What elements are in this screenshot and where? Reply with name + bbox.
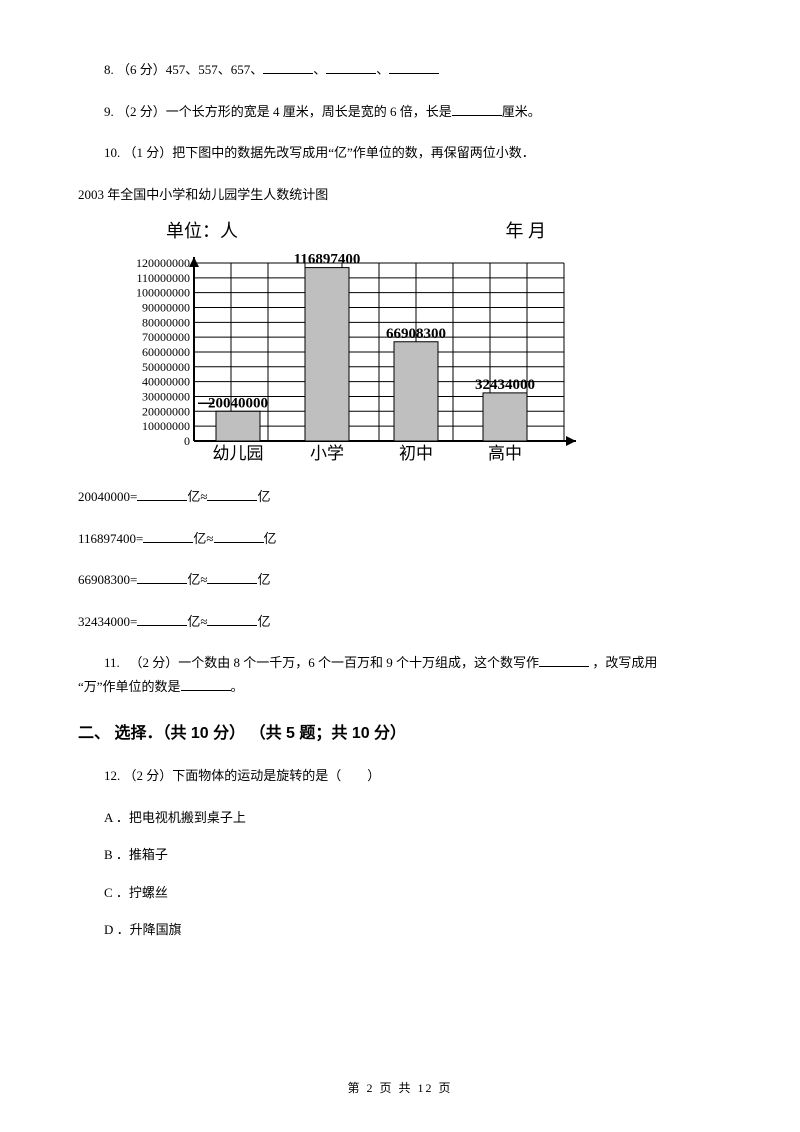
svg-text:0: 0 xyxy=(184,434,190,448)
svg-text:30000000: 30000000 xyxy=(142,389,190,403)
chart-unit-label: 单位：人 xyxy=(166,218,238,245)
blank xyxy=(207,570,257,584)
svg-text:高中: 高中 xyxy=(488,444,522,463)
svg-text:32434000: 32434000 xyxy=(475,377,535,393)
svg-text:初中: 初中 xyxy=(399,444,433,463)
q8-seq: 457、557、657、 xyxy=(166,62,264,77)
svg-text:50000000: 50000000 xyxy=(142,360,190,374)
svg-text:80000000: 80000000 xyxy=(142,315,190,329)
svg-text:100000000: 100000000 xyxy=(136,286,190,300)
q9-label: 9. xyxy=(104,104,114,119)
blank xyxy=(181,677,231,691)
blank xyxy=(326,60,376,74)
blank xyxy=(214,529,264,543)
option-a: A ．把电视机搬到桌子上 xyxy=(78,808,722,828)
q12-text: 下面物体的运动是旋转的是（ ） xyxy=(172,768,380,783)
q9-text-a: 一个长方形的宽是 4 厘米，周长是宽的 6 倍，长是 xyxy=(166,104,452,119)
chart-title: 2003 年全国中小学和幼儿园学生人数统计图 xyxy=(78,185,722,205)
chart-date-label: 年 月 xyxy=(506,218,547,245)
q8-label: 8. xyxy=(104,62,114,77)
question-11: 11. （2 分）一个数由 8 个一千万，6 个一百万和 9 个十万组成，这个数… xyxy=(78,653,722,673)
q12-label: 12. xyxy=(104,768,120,783)
conversion-line: 66908300=亿≈亿 xyxy=(78,570,722,590)
q10-points: （1 分） xyxy=(124,145,173,160)
q11-c: “万”作单位的数是 xyxy=(78,679,181,694)
blank xyxy=(263,60,313,74)
q11-label: 11. xyxy=(104,655,120,670)
blank xyxy=(143,529,193,543)
question-12: 12. （2 分）下面物体的运动是旋转的是（ ） xyxy=(78,766,722,786)
q11-period: 。 xyxy=(231,679,244,694)
svg-text:90000000: 90000000 xyxy=(142,300,190,314)
svg-text:20000000: 20000000 xyxy=(142,404,190,418)
q9-text-b: 厘米。 xyxy=(502,104,541,119)
q11-points: （2 分） xyxy=(130,655,179,670)
svg-text:66908300: 66908300 xyxy=(386,326,446,342)
svg-text:小学: 小学 xyxy=(310,444,344,463)
option-d: D ．升降国旗 xyxy=(78,920,722,940)
blank xyxy=(207,612,257,626)
blank xyxy=(207,487,257,501)
svg-text:20040000: 20040000 xyxy=(208,395,268,411)
q11-b: ，改写成用 xyxy=(589,655,657,670)
page-footer: 第 2 页 共 12 页 xyxy=(0,1079,800,1096)
blank xyxy=(452,102,502,116)
svg-text:60000000: 60000000 xyxy=(142,345,190,359)
blank xyxy=(137,487,187,501)
blank xyxy=(137,612,187,626)
blank xyxy=(539,653,589,667)
question-11-cont: “万”作单位的数是 。 xyxy=(78,677,722,697)
question-9: 9. （2 分）一个长方形的宽是 4 厘米，周长是宽的 6 倍，长是 厘米。 xyxy=(78,102,722,122)
q8-points: （6 分） xyxy=(117,62,166,77)
conversion-line: 116897400=亿≈亿 xyxy=(78,529,722,549)
question-10: 10. （1 分）把下图中的数据先改写成用“亿”作单位的数，再保留两位小数． xyxy=(78,143,722,163)
q10-label: 10. xyxy=(104,145,120,160)
svg-text:116897400: 116897400 xyxy=(294,252,361,268)
q9-points: （2 分） xyxy=(117,104,166,119)
bar-chart: 单位：人 年 月 1200000001100000001000000009000… xyxy=(106,218,586,469)
option-c: C ．拧螺丝 xyxy=(78,883,722,903)
svg-text:40000000: 40000000 xyxy=(142,375,190,389)
svg-text:70000000: 70000000 xyxy=(142,330,190,344)
svg-text:幼儿园: 幼儿园 xyxy=(213,444,264,463)
svg-text:10000000: 10000000 xyxy=(142,419,190,433)
q11-a: 一个数由 8 个一千万，6 个一百万和 9 个十万组成，这个数写作 xyxy=(178,655,539,670)
blank xyxy=(137,570,187,584)
svg-text:120000000: 120000000 xyxy=(136,256,190,270)
conversion-line: 32434000=亿≈亿 xyxy=(78,612,722,632)
option-b: B ．推箱子 xyxy=(78,845,722,865)
svg-text:110000000: 110000000 xyxy=(136,271,190,285)
blank xyxy=(389,60,439,74)
conversion-line: 20040000=亿≈亿 xyxy=(78,487,722,507)
chart-svg: 1200000001100000001000000009000000080000… xyxy=(106,249,586,469)
section-2-heading: 二、 选择．（共 10 分） （共 5 题；共 10 分） xyxy=(78,722,722,746)
q12-points: （2 分） xyxy=(124,768,173,783)
question-8: 8. （6 分）457、557、657、、、 xyxy=(78,60,722,80)
q10-text: 把下图中的数据先改写成用“亿”作单位的数，再保留两位小数． xyxy=(172,145,535,160)
